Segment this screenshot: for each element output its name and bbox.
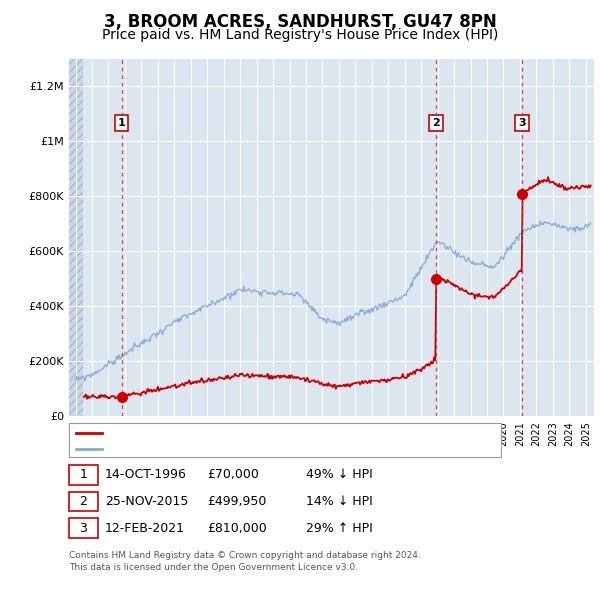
Text: £810,000: £810,000 [207,522,267,535]
Text: 29% ↑ HPI: 29% ↑ HPI [306,522,373,535]
Text: £70,000: £70,000 [207,468,259,481]
Bar [69,59,83,416]
Text: Contains HM Land Registry data © Crown copyright and database right 2024.
This d: Contains HM Land Registry data © Crown c… [69,551,421,572]
Text: 3, BROOM ACRES, SANDHURST, GU47 8PN: 3, BROOM ACRES, SANDHURST, GU47 8PN [104,13,496,31]
Text: 2: 2 [432,118,440,128]
Text: 3: 3 [518,118,526,128]
Text: 49% ↓ HPI: 49% ↓ HPI [306,468,373,481]
Text: 1: 1 [79,468,88,481]
Text: 12-FEB-2021: 12-FEB-2021 [105,522,185,535]
Text: 14-OCT-1996: 14-OCT-1996 [105,468,187,481]
Text: 14% ↓ HPI: 14% ↓ HPI [306,495,373,508]
Text: 25-NOV-2015: 25-NOV-2015 [105,495,188,508]
Text: £499,950: £499,950 [207,495,266,508]
Text: 3: 3 [79,522,88,535]
Text: 3, BROOM ACRES, SANDHURST, GU47 8PN (detached house): 3, BROOM ACRES, SANDHURST, GU47 8PN (det… [107,428,424,438]
Text: 1: 1 [118,118,125,128]
Text: Price paid vs. HM Land Registry's House Price Index (HPI): Price paid vs. HM Land Registry's House … [102,28,498,42]
Text: HPI: Average price, detached house, Bracknell Forest: HPI: Average price, detached house, Brac… [107,444,383,454]
Text: 2: 2 [79,495,88,508]
